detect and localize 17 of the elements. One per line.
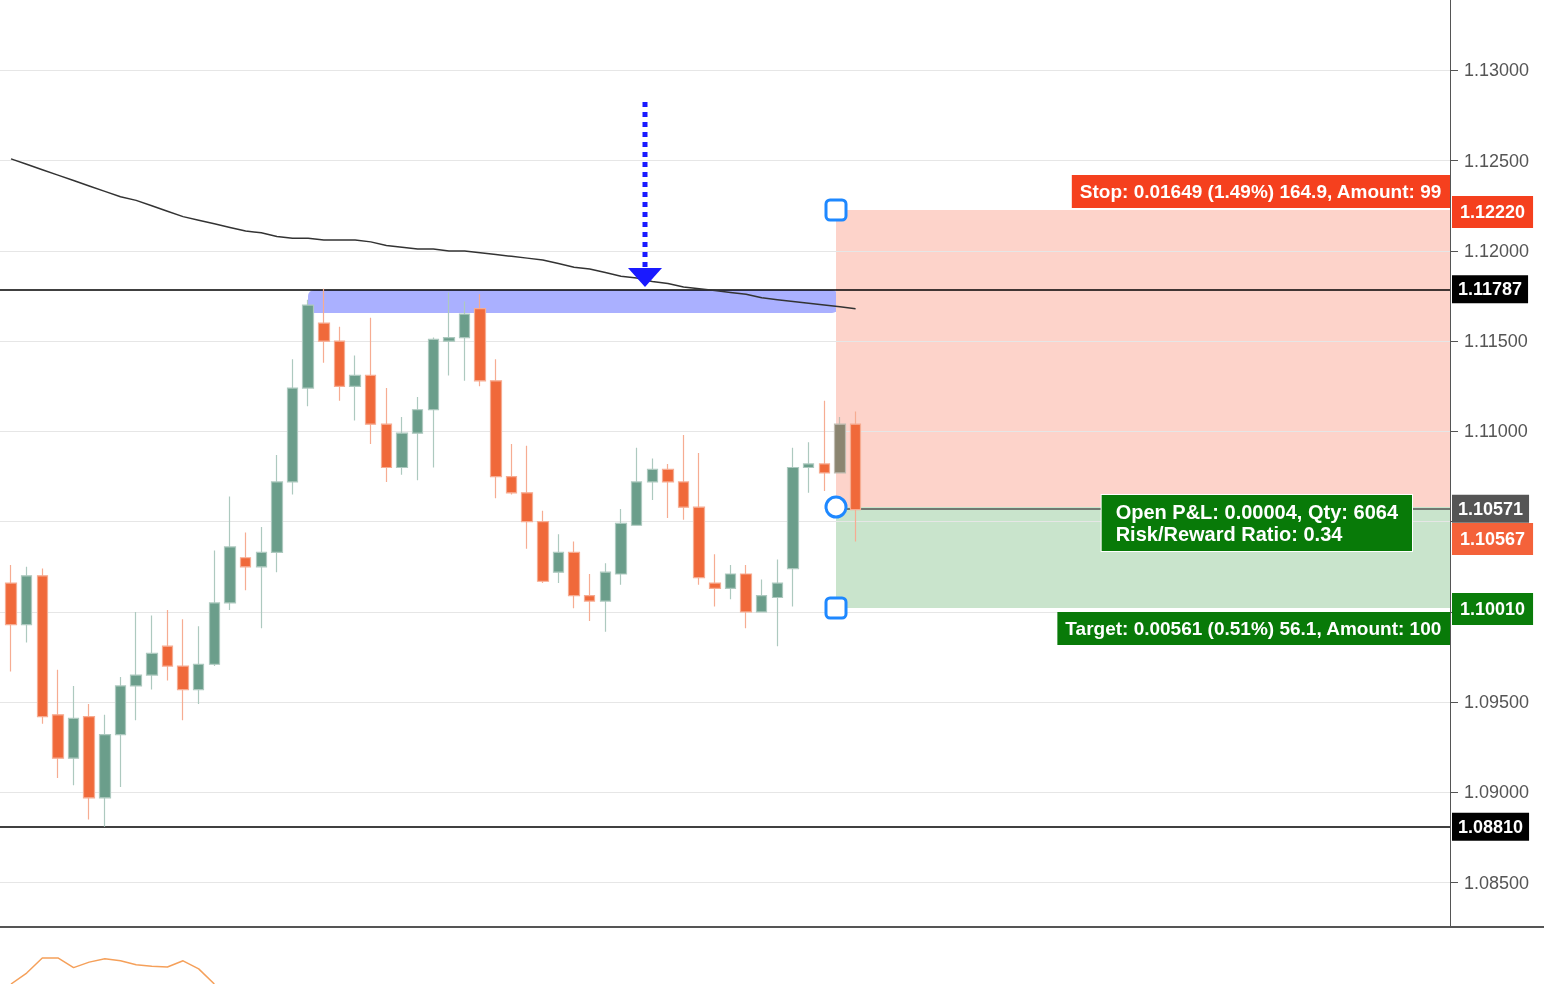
ref-line-label: 1.08810 <box>1458 816 1524 837</box>
y-tick-label: 1.11500 <box>1464 331 1528 352</box>
y-tick-label: 1.12000 <box>1464 240 1530 261</box>
text: 1.10010 <box>1460 599 1526 619</box>
ref-line-label: 1.11787 <box>1458 279 1523 300</box>
text: Stop: 0.01649 (1.49%) 164.9, Amount: 99 <box>1079 181 1442 202</box>
text: Open P&L: 0.00004, Qty: 6064 Risk/Reward Ratio: 0.34 <box>1115 501 1399 545</box>
ref-line-label: 1.10571 <box>1458 498 1524 519</box>
y-tick-label: 1.12500 <box>1464 150 1530 171</box>
y-tick-label: 1.09000 <box>1464 782 1530 803</box>
text: Target: 0.00561 (0.51%) 56.1, Amount: 100 <box>1065 618 1442 639</box>
y-tick-label: 1.13000 <box>1464 60 1530 81</box>
y-tick-label: 1.11000 <box>1464 421 1528 442</box>
y-tick-label: 1.08500 <box>1464 872 1530 893</box>
text: 1.12220 <box>1460 202 1526 222</box>
text: 1.10567 <box>1460 529 1526 549</box>
y-tick-label: 1.09500 <box>1464 692 1530 713</box>
